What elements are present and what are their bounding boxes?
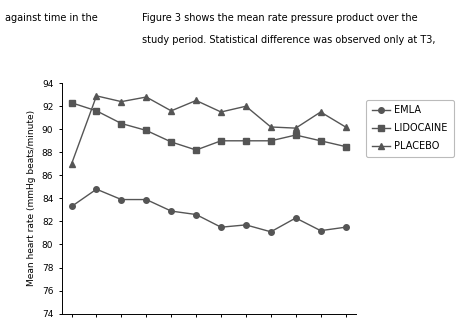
- Legend: EMLA, LIDOCAINE, PLACEBO: EMLA, LIDOCAINE, PLACEBO: [366, 100, 454, 157]
- LIDOCAINE: [69, 101, 74, 105]
- PLACEBO: [193, 99, 199, 102]
- PLACEBO: [144, 95, 149, 99]
- Text: study period. Statistical difference was observed only at T3,: study period. Statistical difference was…: [142, 35, 436, 45]
- PLACEBO: [243, 104, 249, 108]
- Y-axis label: Mean heart rate (mmHg beats/minute): Mean heart rate (mmHg beats/minute): [27, 110, 36, 286]
- Text: Figure 3 shows the mean rate pressure product over the: Figure 3 shows the mean rate pressure pr…: [142, 13, 418, 23]
- EMLA: [94, 187, 100, 191]
- LIDOCAINE: [243, 139, 249, 143]
- EMLA: [193, 212, 199, 216]
- EMLA: [268, 230, 273, 234]
- Line: LIDOCAINE: LIDOCAINE: [69, 100, 348, 153]
- PLACEBO: [168, 109, 174, 113]
- LIDOCAINE: [293, 133, 299, 137]
- PLACEBO: [218, 110, 224, 114]
- LIDOCAINE: [144, 129, 149, 132]
- Line: EMLA: EMLA: [69, 187, 348, 235]
- PLACEBO: [318, 110, 323, 114]
- LIDOCAINE: [118, 122, 124, 125]
- EMLA: [318, 229, 323, 233]
- LIDOCAINE: [268, 139, 273, 143]
- EMLA: [118, 198, 124, 202]
- LIDOCAINE: [168, 140, 174, 144]
- EMLA: [168, 209, 174, 213]
- PLACEBO: [293, 126, 299, 130]
- PLACEBO: [69, 162, 74, 166]
- PLACEBO: [343, 125, 348, 129]
- EMLA: [243, 223, 249, 227]
- EMLA: [218, 225, 224, 229]
- EMLA: [144, 198, 149, 202]
- LIDOCAINE: [193, 148, 199, 152]
- LIDOCAINE: [218, 139, 224, 143]
- EMLA: [293, 216, 299, 220]
- EMLA: [343, 225, 348, 229]
- EMLA: [69, 204, 74, 208]
- LIDOCAINE: [343, 145, 348, 148]
- Text: against time in the: against time in the: [5, 13, 98, 23]
- PLACEBO: [94, 94, 100, 98]
- Line: PLACEBO: PLACEBO: [69, 93, 348, 167]
- LIDOCAINE: [94, 109, 100, 113]
- LIDOCAINE: [318, 139, 323, 143]
- PLACEBO: [268, 125, 273, 129]
- PLACEBO: [118, 100, 124, 104]
